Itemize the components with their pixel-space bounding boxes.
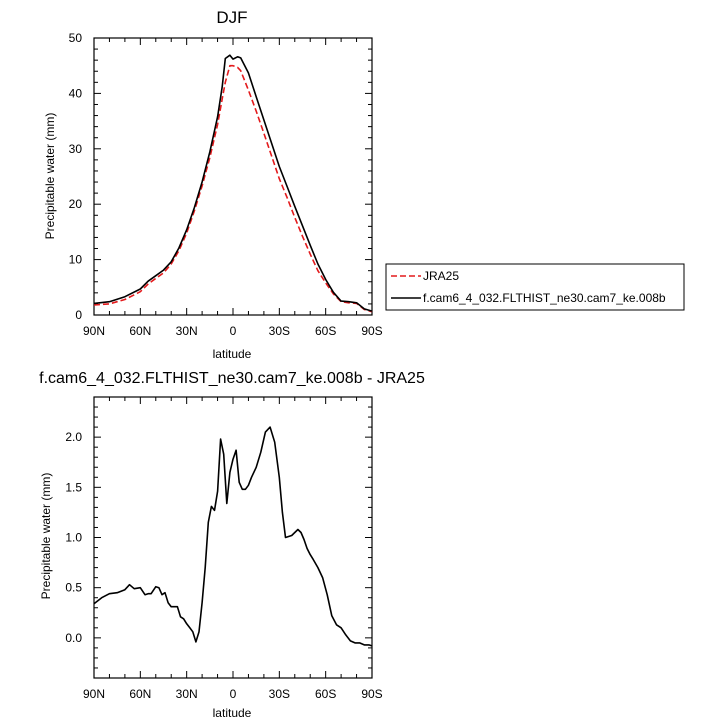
y-tick-label: 10 (69, 253, 83, 267)
y-tick-label: 50 (69, 31, 83, 45)
legend-label-model: f.cam6_4_032.FLTHIST_ne30.cam7_ke.008b (423, 291, 666, 305)
x-tick-label: 60S (315, 324, 336, 338)
x-tick-label: 90S (361, 687, 382, 701)
series-line-f-cam6-4-032-flthist-ne30-cam7-ke-008b (93, 54, 373, 312)
x-tick-label: 30N (176, 687, 198, 701)
chart-title: DJF (216, 8, 247, 27)
y-tick-label: 2.0 (65, 430, 82, 444)
chart-djf: DJF Precipitable water (mm) latitude 90N… (43, 8, 383, 361)
series-line-difference (93, 426, 373, 647)
x-tick-label: 60N (129, 687, 151, 701)
y-tick-label: 40 (69, 86, 83, 100)
y-tick-label: 1.0 (65, 531, 82, 545)
plot-frame (93, 396, 373, 679)
y-axis-label: Precipitable water (mm) (43, 113, 57, 240)
y-tick-label: 0.0 (65, 631, 82, 645)
y-axis-label: Precipitable water (mm) (39, 473, 53, 600)
x-tick-label: 60N (129, 324, 151, 338)
x-axis-label: latitude (213, 706, 252, 720)
x-tick-label: 60S (315, 687, 336, 701)
chart-legend: JRA25 f.cam6_4_032.FLTHIST_ne30.cam7_ke.… (385, 263, 685, 311)
legend-label-jra25: JRA25 (423, 269, 459, 283)
legend-box (385, 263, 685, 311)
chart-title: f.cam6_4_032.FLTHIST_ne30.cam7_ke.008b -… (39, 370, 425, 387)
y-tick-label: 30 (69, 142, 83, 156)
y-tick-label: 1.5 (65, 480, 82, 494)
y-tick-label: 0 (75, 308, 82, 322)
x-tick-label: 30S (269, 687, 290, 701)
series-line-jra25 (93, 64, 373, 313)
x-tick-label: 0 (230, 324, 237, 338)
x-tick-label: 30S (269, 324, 290, 338)
x-tick-label: 0 (230, 687, 237, 701)
x-tick-label: 30N (176, 324, 198, 338)
x-tick-label: 90S (361, 324, 382, 338)
chart-difference: f.cam6_4_032.FLTHIST_ne30.cam7_ke.008b -… (39, 370, 425, 720)
x-axis-label: latitude (213, 347, 252, 361)
x-tick-label: 90N (83, 687, 105, 701)
y-tick-label: 20 (69, 197, 83, 211)
y-tick-label: 0.5 (65, 581, 82, 595)
plot-frame (93, 37, 373, 316)
x-tick-label: 90N (83, 324, 105, 338)
